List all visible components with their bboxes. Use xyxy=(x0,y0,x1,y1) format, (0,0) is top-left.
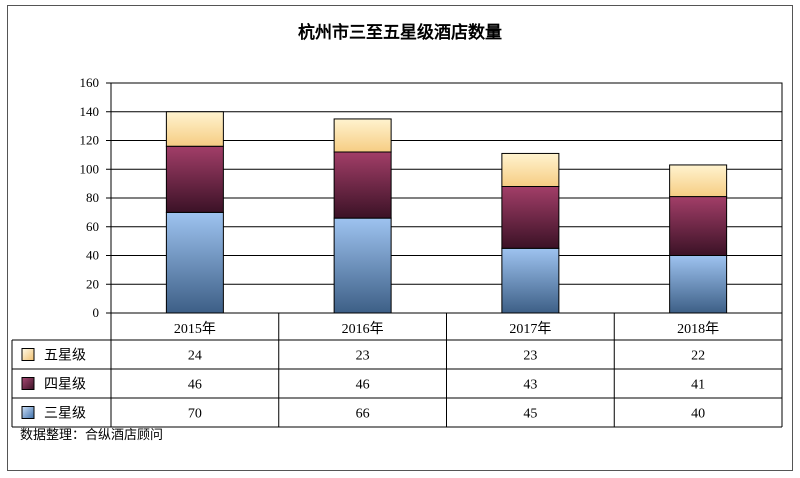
data-label: 22 xyxy=(691,349,705,364)
y-tick-label: 60 xyxy=(86,219,99,234)
y-tick-label: 140 xyxy=(80,104,100,119)
x-category-label: 2018年 xyxy=(677,321,719,337)
data-label: 70 xyxy=(188,407,202,422)
y-tick-label: 100 xyxy=(80,161,100,176)
bar-segment xyxy=(165,211,224,314)
legend-swatch xyxy=(21,348,35,361)
x-category-label: 2016年 xyxy=(342,321,384,337)
data-label: 41 xyxy=(691,378,705,393)
bar-segment xyxy=(333,118,392,153)
data-label: 24 xyxy=(188,349,202,364)
bar-segment xyxy=(669,164,728,198)
y-tick-label: 40 xyxy=(86,248,99,263)
data-label: 23 xyxy=(356,349,370,364)
data-label: 40 xyxy=(691,407,705,422)
bar-segment xyxy=(669,255,728,314)
y-tick-label: 20 xyxy=(86,276,99,291)
source-note: 数据整理：合纵酒店顾问 xyxy=(20,428,164,443)
y-tick-label: 120 xyxy=(80,133,100,148)
chart-title: 杭州市三至五星级酒店数量 xyxy=(298,22,502,43)
data-label: 46 xyxy=(188,378,202,393)
bar-segment xyxy=(333,151,392,219)
bar-segment xyxy=(333,217,392,314)
y-tick-label: 0 xyxy=(93,305,100,320)
data-label: 23 xyxy=(523,349,537,364)
data-label: 46 xyxy=(356,378,370,393)
bar-segment xyxy=(669,196,728,256)
data-label: 45 xyxy=(523,407,537,422)
bar-segment xyxy=(501,186,560,249)
x-category-label: 2015年 xyxy=(174,321,216,337)
y-tick-label: 160 xyxy=(80,75,100,90)
bar-segment xyxy=(165,145,224,213)
x-category-label: 2017年 xyxy=(509,321,551,337)
bar-segment xyxy=(501,247,560,314)
bar-segment xyxy=(165,111,224,147)
legend-label: 四星级 xyxy=(44,377,86,393)
legend-swatch xyxy=(21,377,35,390)
data-label: 66 xyxy=(356,407,370,422)
legend-label: 五星级 xyxy=(44,348,86,364)
y-axis-ticks: 0 20 40 60 80 100 120 140 160 xyxy=(80,75,111,320)
bars xyxy=(165,111,728,314)
data-label: 43 xyxy=(523,378,537,393)
legend-swatch xyxy=(21,406,35,419)
y-tick-label: 80 xyxy=(86,190,99,205)
bar-segment xyxy=(501,152,560,187)
legend-label: 三星级 xyxy=(44,406,86,422)
